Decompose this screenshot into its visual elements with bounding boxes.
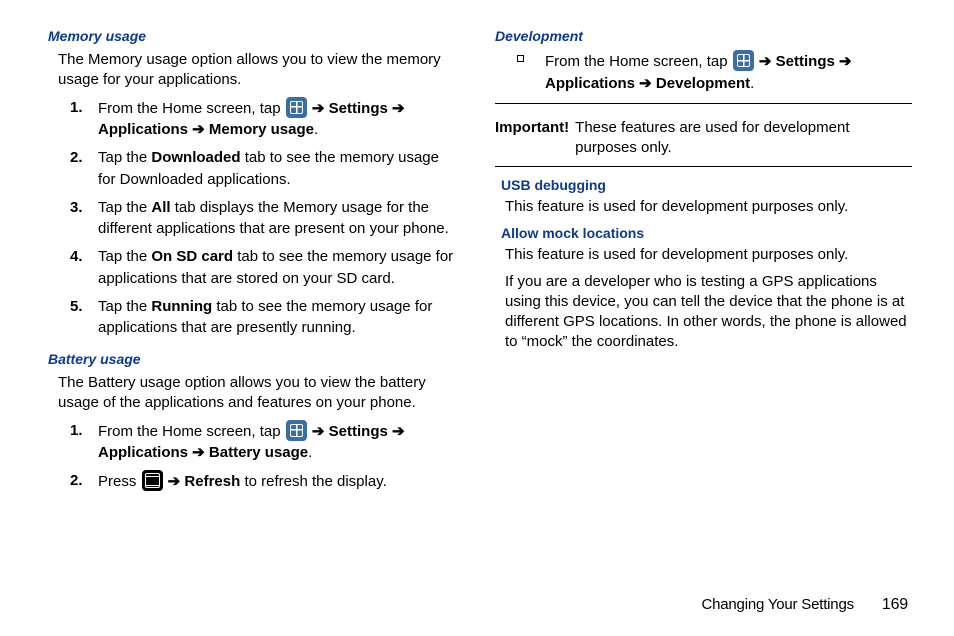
bold-text: Development: [656, 75, 750, 92]
bold-text: Battery usage: [209, 444, 308, 461]
apps-icon: [733, 50, 754, 71]
step-text: Tap the: [98, 149, 151, 166]
important-text: These features are used for development …: [575, 118, 908, 159]
arrow: ➔: [164, 473, 185, 490]
memory-intro: The Memory usage option allows you to vi…: [48, 50, 465, 91]
battery-intro: The Battery usage option allows you to v…: [48, 373, 465, 414]
step-text: Tap the: [98, 248, 151, 265]
bold-text: Downloaded: [151, 149, 240, 166]
heading-development: Development: [495, 28, 912, 44]
memory-step-2: 2. Tap the Downloaded tab to see the mem…: [98, 147, 465, 191]
text: .: [308, 444, 312, 461]
bold-text: Applications: [98, 121, 188, 138]
step-number: 2.: [70, 470, 83, 492]
bold-text: Applications: [98, 444, 188, 461]
step-text: From the Home screen, tap: [98, 423, 285, 440]
arrow: ➔: [308, 423, 329, 440]
arrow: ➔: [755, 53, 776, 70]
text: to refresh the display.: [240, 473, 386, 490]
page-footer: Changing Your Settings 169: [702, 596, 909, 614]
arrow: ➔: [635, 75, 656, 92]
apps-icon: [286, 420, 307, 441]
battery-steps: 1. From the Home screen, tap ➔ Settings …: [48, 420, 465, 493]
arrow: ➔: [308, 100, 329, 117]
text: .: [750, 75, 754, 92]
bold-text: Settings: [329, 423, 388, 440]
text: .: [314, 121, 318, 138]
development-bullets: From the Home screen, tap ➔ Settings ➔ A…: [495, 50, 912, 95]
arrow: ➔: [835, 53, 852, 70]
step-text: From the Home screen, tap: [545, 53, 732, 70]
mock-text-2: If you are a developer who is testing a …: [495, 272, 912, 353]
memory-step-4: 4. Tap the On SD card tab to see the mem…: [98, 246, 465, 290]
menu-icon: [142, 470, 163, 491]
square-bullet-icon: [517, 55, 524, 62]
arrow: ➔: [388, 423, 405, 440]
step-number: 1.: [70, 420, 83, 442]
heading-battery-usage: Battery usage: [48, 351, 465, 367]
bold-text: Applications: [545, 75, 635, 92]
important-note: Important! These features are used for d…: [495, 118, 912, 159]
memory-steps: 1. From the Home screen, tap ➔ Settings …: [48, 97, 465, 340]
step-text: Press: [98, 473, 141, 490]
step-number: 3.: [70, 197, 83, 219]
important-label: Important!: [495, 118, 569, 159]
usb-text: This feature is used for development pur…: [495, 197, 912, 217]
step-text: From the Home screen, tap: [98, 100, 285, 117]
battery-step-1: 1. From the Home screen, tap ➔ Settings …: [98, 420, 465, 465]
footer-section: Changing Your Settings: [702, 596, 854, 613]
step-number: 1.: [70, 97, 83, 119]
step-number: 2.: [70, 147, 83, 169]
left-column: Memory usage The Memory usage option all…: [48, 28, 465, 499]
bold-text: Refresh: [184, 473, 240, 490]
memory-step-5: 5. Tap the Running tab to see the memory…: [98, 296, 465, 340]
step-number: 4.: [70, 246, 83, 268]
bold-text: Memory usage: [209, 121, 314, 138]
step-number: 5.: [70, 296, 83, 318]
page: Memory usage The Memory usage option all…: [0, 0, 954, 499]
bold-text: Settings: [776, 53, 835, 70]
divider: [495, 166, 912, 167]
arrow: ➔: [188, 121, 209, 138]
page-number: 169: [882, 596, 908, 614]
step-text: Tap the: [98, 199, 151, 216]
mock-text-1: This feature is used for development pur…: [495, 245, 912, 265]
heading-allow-mock: Allow mock locations: [495, 225, 912, 241]
arrow: ➔: [188, 444, 209, 461]
divider: [495, 103, 912, 104]
bold-text: On SD card: [151, 248, 233, 265]
apps-icon: [286, 97, 307, 118]
heading-memory-usage: Memory usage: [48, 28, 465, 44]
development-bullet: From the Home screen, tap ➔ Settings ➔ A…: [545, 50, 912, 95]
heading-usb-debugging: USB debugging: [495, 177, 912, 193]
step-text: Tap the: [98, 298, 151, 315]
bold-text: All: [151, 199, 170, 216]
memory-step-3: 3. Tap the All tab displays the Memory u…: [98, 197, 465, 241]
bold-text: Settings: [329, 100, 388, 117]
bold-text: Running: [151, 298, 212, 315]
memory-step-1: 1. From the Home screen, tap ➔ Settings …: [98, 97, 465, 142]
arrow: ➔: [388, 100, 405, 117]
battery-step-2: 2. Press ➔ Refresh to refresh the displa…: [98, 470, 465, 493]
right-column: Development From the Home screen, tap ➔ …: [495, 28, 912, 499]
